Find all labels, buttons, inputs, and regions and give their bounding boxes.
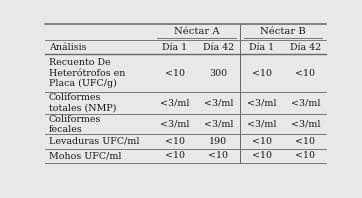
Text: <10: <10 [165, 151, 185, 160]
Text: <10: <10 [295, 151, 315, 160]
Text: Coliformes
totales (NMP): Coliformes totales (NMP) [49, 93, 117, 113]
Text: <10: <10 [295, 69, 315, 78]
Text: Análisis: Análisis [49, 43, 87, 52]
Text: <3/ml: <3/ml [160, 99, 190, 108]
Text: Día 1: Día 1 [249, 43, 274, 52]
Text: <3/ml: <3/ml [160, 120, 190, 129]
Text: Recuento De
Heterótrofos en
Placa (UFC/g): Recuento De Heterótrofos en Placa (UFC/g… [49, 58, 125, 88]
Text: <10: <10 [209, 151, 228, 160]
Text: <10: <10 [252, 137, 272, 146]
Text: Néctar B: Néctar B [260, 28, 306, 36]
Text: Día 42: Día 42 [290, 43, 321, 52]
Text: 300: 300 [209, 69, 227, 78]
Text: Día 42: Día 42 [203, 43, 234, 52]
Text: <3/ml: <3/ml [247, 99, 277, 108]
Text: <10: <10 [252, 151, 272, 160]
Text: Mohos UFC/ml: Mohos UFC/ml [49, 151, 121, 160]
Text: <3/ml: <3/ml [247, 120, 277, 129]
Text: <3/ml: <3/ml [291, 120, 320, 129]
Text: <10: <10 [165, 69, 185, 78]
Text: <3/ml: <3/ml [203, 120, 233, 129]
Text: <10: <10 [252, 69, 272, 78]
Text: <3/ml: <3/ml [203, 99, 233, 108]
Text: Néctar A: Néctar A [174, 28, 220, 36]
Text: <3/ml: <3/ml [291, 99, 320, 108]
Text: Coliformes
fecales: Coliformes fecales [49, 114, 101, 134]
Text: Levaduras UFC/ml: Levaduras UFC/ml [49, 137, 139, 146]
Text: Día 1: Día 1 [162, 43, 188, 52]
Text: <10: <10 [295, 137, 315, 146]
Text: <10: <10 [165, 137, 185, 146]
Text: 190: 190 [209, 137, 227, 146]
